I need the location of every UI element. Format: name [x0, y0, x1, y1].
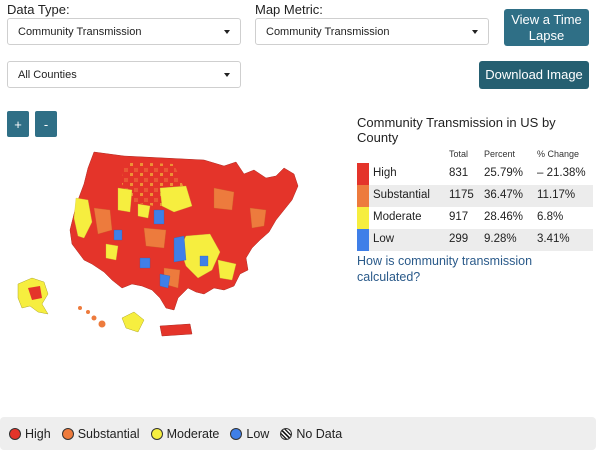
row-percent: 28.46%: [484, 211, 524, 223]
puerto-rico-shape: [159, 323, 193, 337]
data-type-label: Data Type:: [7, 2, 70, 17]
stats-header-row: Total Percent % Change: [357, 149, 593, 163]
row-level: Low: [373, 233, 395, 245]
row-total: 831: [449, 167, 469, 179]
row-level: High: [373, 167, 397, 179]
zoom-in-button[interactable]: +: [7, 111, 29, 137]
legend-item-moderate: Moderate: [150, 426, 220, 441]
hawaii-shape: [78, 306, 106, 328]
transmission-calculation-link[interactable]: How is community transmission calculated…: [357, 254, 533, 284]
alaska-high-overlay: [28, 286, 42, 300]
low-dot-icon: [230, 427, 243, 440]
moderate-swatch: [357, 207, 369, 229]
legend-item-high: High: [9, 427, 51, 441]
legend-label: Low: [246, 426, 270, 441]
row-percent: 9.28%: [484, 233, 517, 245]
legend-label: Substantial: [77, 426, 140, 441]
us-county-map[interactable]: [14, 148, 344, 348]
legend-label: No Data: [296, 426, 343, 441]
low-regions: [113, 209, 209, 289]
header-percent: Percent: [484, 149, 516, 159]
legend-label: Moderate: [166, 426, 220, 441]
no-data-hatch-icon: [280, 427, 293, 440]
view-time-lapse-button[interactable]: View a Time Lapse: [504, 9, 589, 46]
high-dot-icon: [9, 427, 21, 440]
data-type-value: Community Transmission: [18, 25, 142, 38]
download-image-button[interactable]: Download Image: [479, 61, 589, 89]
legend-item-substantial: Substantial: [61, 426, 140, 441]
row-change: 6.8%: [537, 211, 564, 223]
time-lapse-line2: Lapse: [528, 27, 565, 43]
moderate-dot-icon: [150, 427, 163, 440]
chevron-down-icon: [472, 30, 478, 34]
row-level: Substantial: [373, 189, 430, 201]
row-total: 299: [449, 233, 469, 245]
time-lapse-line1: View a Time: [511, 11, 582, 27]
header-total: Total: [449, 149, 469, 159]
substantial-swatch: [357, 185, 369, 207]
zoom-out-button[interactable]: -: [35, 111, 57, 137]
stats-row-substantial: Substantial 1175 36.47% 11.17%: [357, 185, 593, 207]
map-metric-label: Map Metric:: [255, 2, 323, 17]
substantial-regions: [93, 187, 267, 289]
low-swatch: [357, 229, 369, 251]
chevron-down-icon: [224, 73, 230, 77]
stats-row-high: High 831 25.79% – 21.38%: [357, 163, 593, 185]
header-change: % Change: [537, 149, 580, 159]
chevron-down-icon: [224, 30, 230, 34]
high-swatch: [357, 163, 369, 185]
map-metric-select[interactable]: Community Transmission: [255, 18, 489, 45]
row-change: – 21.38%: [537, 167, 586, 179]
transmission-stats-table: Community Transmission in US by County T…: [357, 115, 593, 251]
map-metric-value: Community Transmission: [266, 25, 390, 38]
row-percent: 25.79%: [484, 167, 524, 179]
stats-row-low: Low 299 9.28% 3.41%: [357, 229, 593, 251]
legend-item-low: Low: [230, 427, 269, 441]
substantial-dot-icon: [61, 427, 74, 440]
legend-label: High: [25, 426, 51, 441]
legend-item-no-data: No Data: [280, 427, 342, 441]
row-change: 11.17%: [537, 189, 576, 201]
row-level: Moderate: [373, 211, 422, 223]
stats-row-moderate: Moderate 917 28.46% 6.8%: [357, 207, 593, 229]
row-total: 1175: [449, 189, 474, 201]
row-total: 917: [449, 211, 469, 223]
data-type-select[interactable]: Community Transmission: [7, 18, 241, 45]
territory-shape: [121, 311, 145, 333]
county-value: All Counties: [18, 68, 77, 81]
county-select[interactable]: All Counties: [7, 61, 241, 88]
row-percent: 36.47%: [484, 189, 524, 201]
row-change: 3.41%: [537, 233, 570, 245]
stats-title: Community Transmission in US by County: [357, 115, 556, 145]
map-legend: High Substantial Moderate Low No Data: [0, 417, 596, 450]
